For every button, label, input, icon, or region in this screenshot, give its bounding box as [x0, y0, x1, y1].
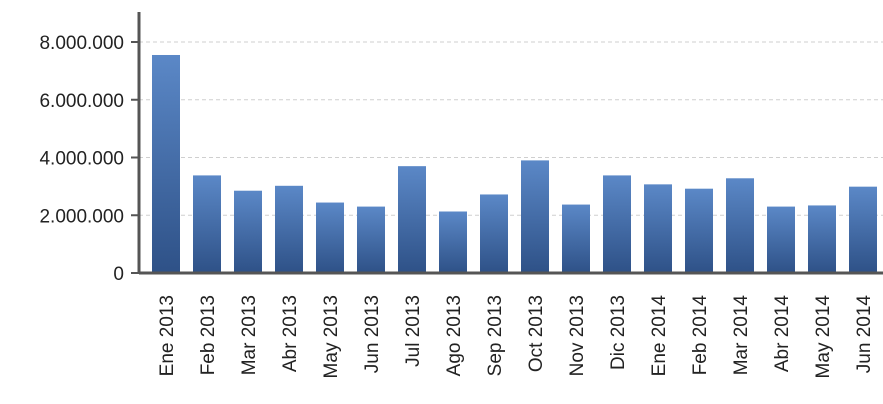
x-tick-labels: Ene 2013 Feb 2013 Mar 2013 Abr 2013 May 2013… [157, 295, 875, 379]
x-tick-label: Feb 2014 [690, 295, 711, 376]
x-tick-label: Jul 2013 [403, 295, 424, 367]
bar-mar-2013 [234, 190, 262, 273]
y-tick-label: 6.000.000 [39, 91, 124, 112]
x-tick-label: Abr 2014 [772, 295, 793, 373]
bar-feb-2014 [685, 188, 713, 273]
x-tick-label: Jun 2014 [854, 295, 875, 374]
x-tick-label: Ago 2013 [444, 295, 465, 376]
y-tick-label: 2.000.000 [39, 206, 124, 227]
bar-jun-2014 [849, 186, 877, 273]
bar-ago-2013 [439, 211, 467, 273]
bar-may-2014 [808, 205, 836, 273]
bars [152, 54, 877, 274]
x-tick-label: Mar 2014 [731, 295, 752, 376]
y-tick-label: 4.000.000 [39, 149, 124, 170]
bar-jun-2013 [357, 206, 385, 273]
x-tick-label: Mar 2013 [239, 295, 260, 375]
x-tick-label: Dic 2013 [608, 295, 629, 370]
y-tick-label: 8.000.000 [39, 33, 124, 54]
axes [131, 12, 883, 275]
bar-abr-2014 [767, 206, 795, 273]
bar-ene-2013 [152, 54, 180, 274]
x-tick-label: Abr 2013 [280, 295, 301, 372]
x-tick-label: Sep 2013 [485, 295, 506, 376]
bar-abr-2013 [275, 185, 303, 273]
x-tick-label: Ene 2013 [157, 295, 178, 376]
bar-sep-2013 [480, 194, 508, 273]
x-tick-label: Jun 2013 [362, 295, 383, 373]
bar-jul-2013 [398, 166, 426, 273]
x-tick-label: Ene 2014 [649, 295, 670, 377]
x-tick-label: Nov 2013 [567, 295, 588, 376]
x-tick-label: May 2014 [813, 295, 834, 379]
x-tick-label: May 2013 [321, 295, 342, 378]
y-tick-label: 0 [113, 264, 124, 285]
bar-feb-2013 [193, 175, 221, 273]
bar-mar-2014 [726, 178, 754, 273]
bar-dic-2013 [603, 175, 631, 273]
bar-nov-2013 [562, 204, 590, 273]
gridlines [139, 41, 883, 216]
x-tick-label: Oct 2013 [526, 295, 547, 372]
x-tick-label: Feb 2013 [198, 295, 219, 375]
bar-oct-2013 [521, 160, 549, 273]
y-tick-labels: 0 2.000.000 4.000.000 6.000.000 8.000.000 [39, 33, 124, 285]
bar-ene-2014 [644, 184, 672, 273]
bar-may-2013 [316, 202, 344, 273]
